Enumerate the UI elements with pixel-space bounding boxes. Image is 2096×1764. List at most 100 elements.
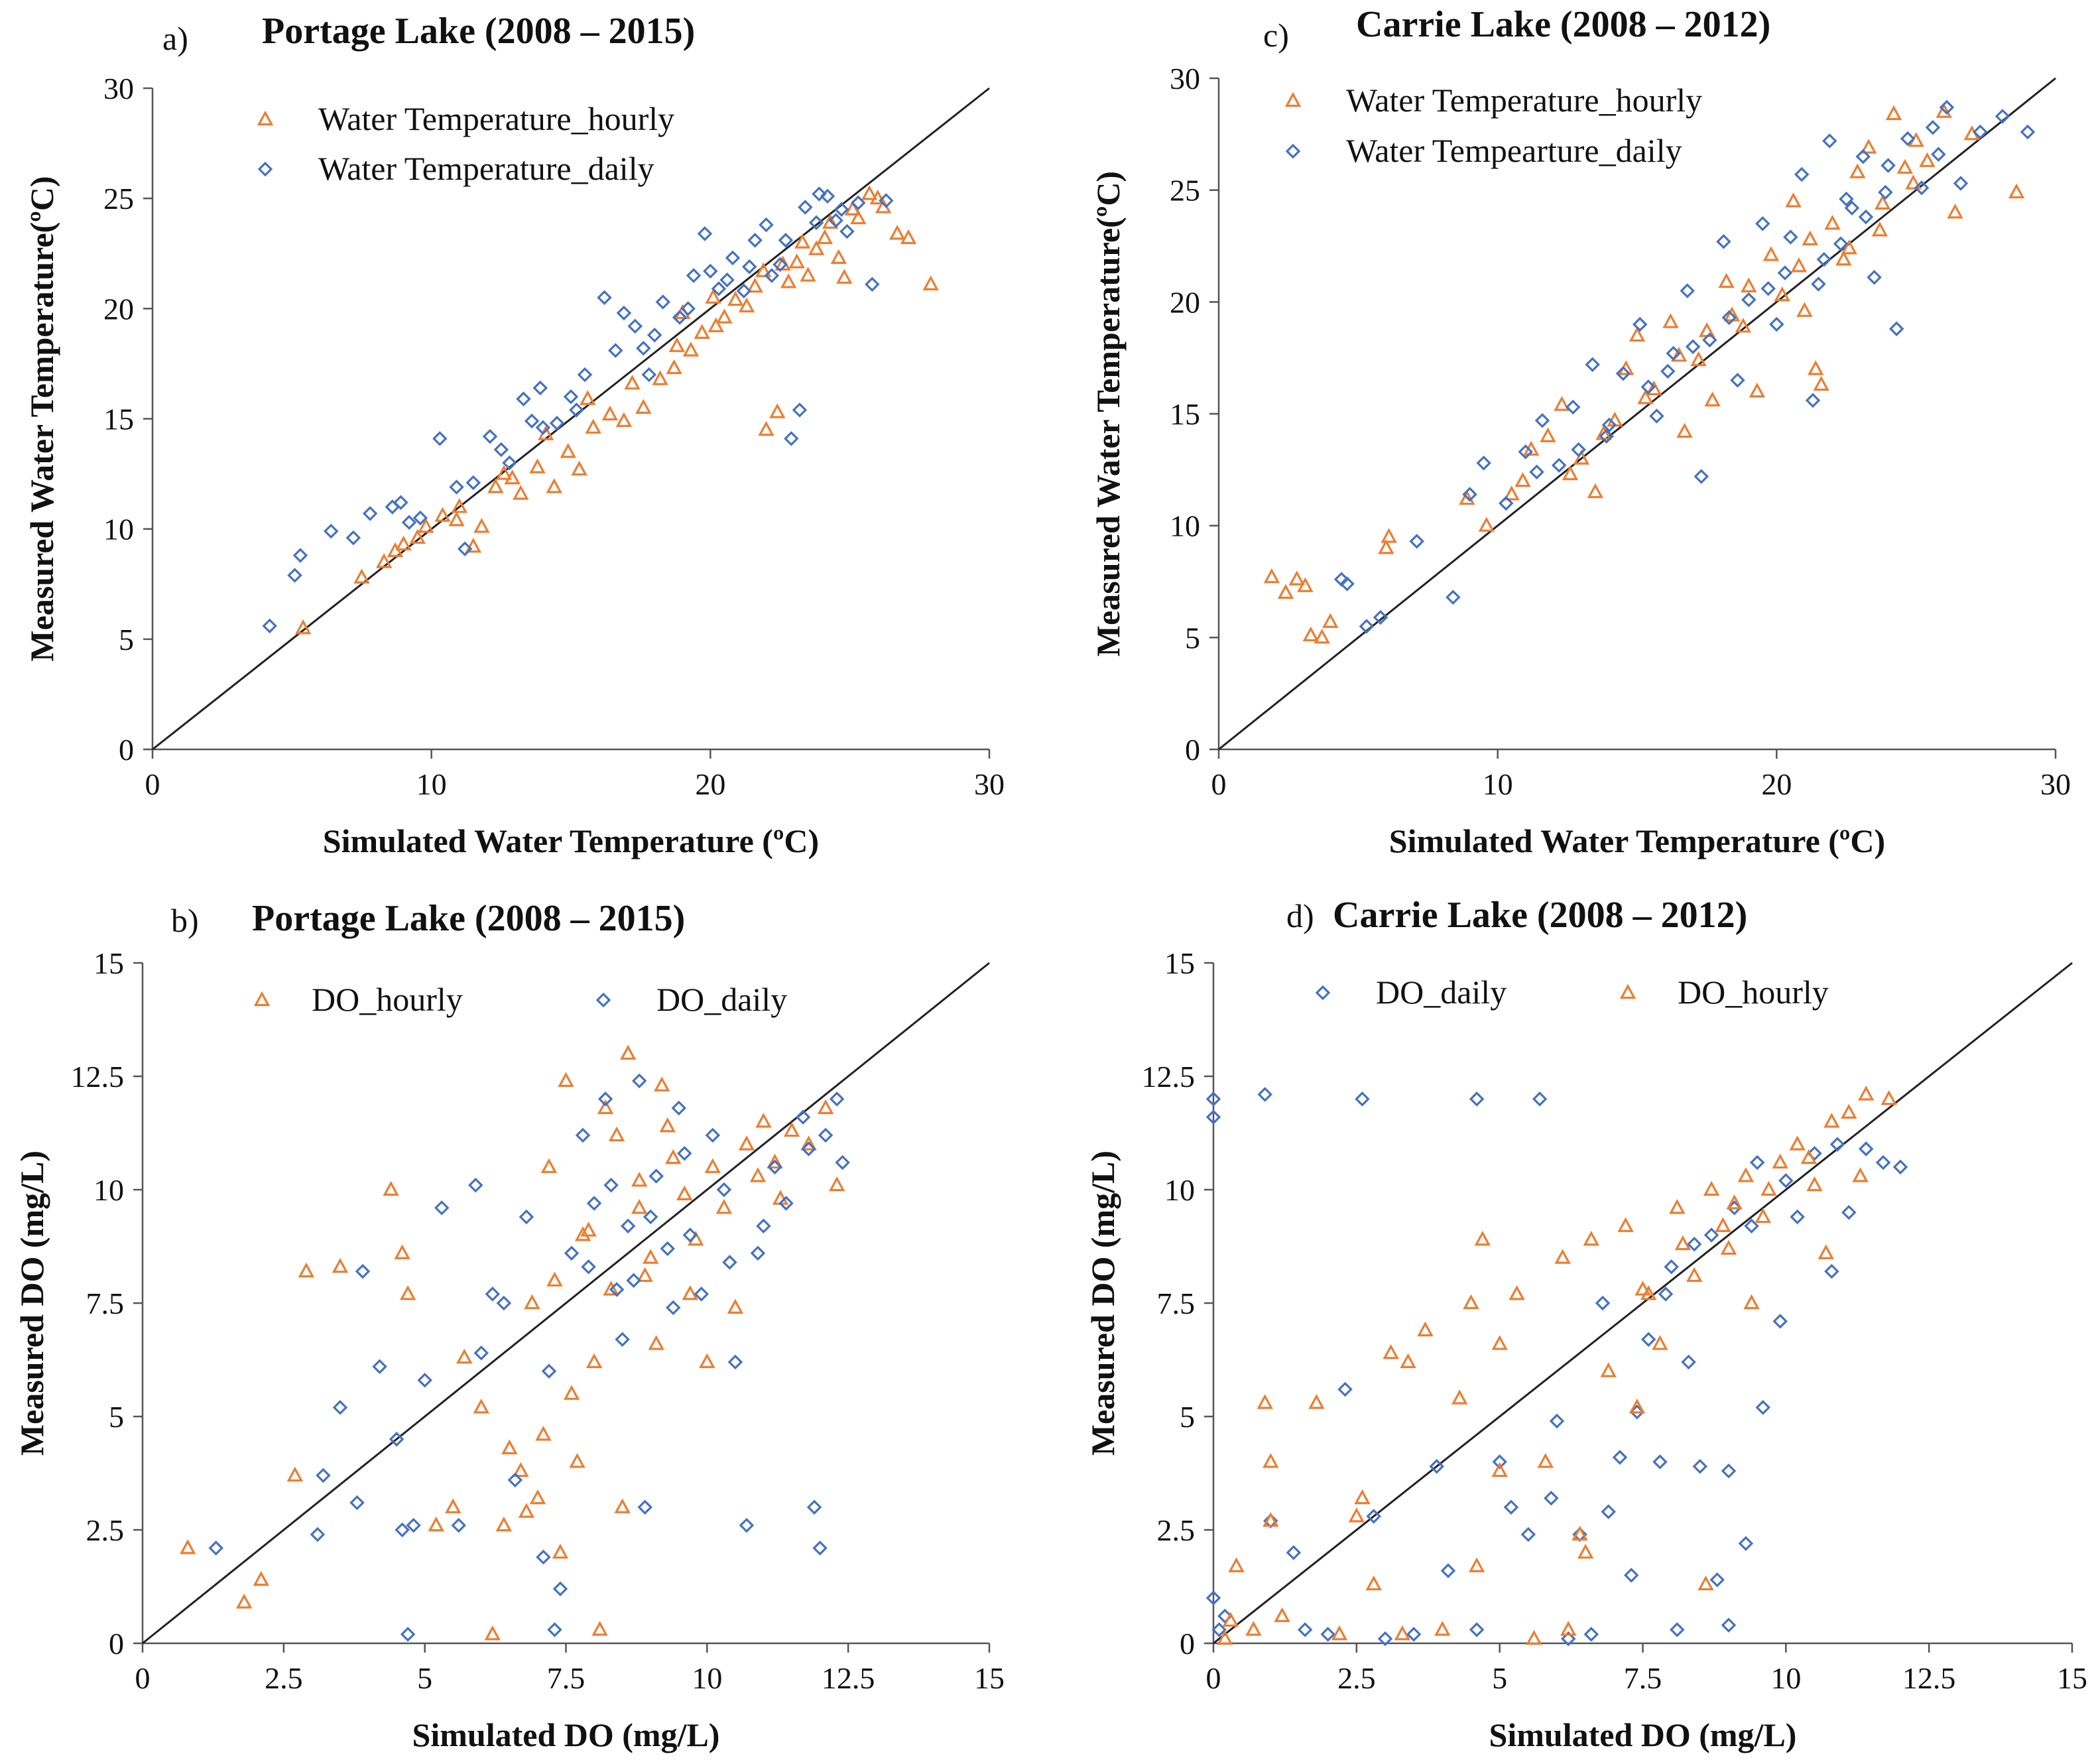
data-point bbox=[1518, 444, 1533, 460]
data-point bbox=[1640, 1332, 1656, 1347]
data-point bbox=[806, 1499, 822, 1515]
data-point bbox=[518, 1503, 535, 1518]
data-point bbox=[1560, 1621, 1577, 1636]
data-point bbox=[563, 389, 579, 405]
data-point bbox=[1599, 428, 1614, 444]
panel-c: 0 10 20 30 0 5 10 15 20 25 30 Water Temperature_hou… bbox=[1089, 4, 2071, 859]
y-tick-label: 10 bbox=[103, 513, 134, 546]
data-point bbox=[1772, 1153, 1788, 1169]
data-point bbox=[603, 1177, 619, 1193]
data-point bbox=[385, 499, 401, 515]
data-point bbox=[1749, 1155, 1765, 1170]
data-point bbox=[310, 1527, 326, 1543]
data-point bbox=[828, 1176, 845, 1192]
y-tick-label: 0 bbox=[119, 733, 134, 767]
data-point bbox=[493, 442, 509, 458]
data-point bbox=[1878, 184, 1893, 200]
data-point bbox=[1658, 1287, 1674, 1302]
data-point bbox=[869, 189, 886, 205]
data-point bbox=[1554, 396, 1570, 411]
data-point bbox=[287, 568, 302, 583]
data-point bbox=[253, 1570, 269, 1586]
series-Water Temperature_hourly bbox=[1263, 103, 2025, 644]
data-point bbox=[1373, 609, 1388, 625]
data-point bbox=[1947, 204, 1963, 219]
legend-label: Water Tempearture_daily bbox=[1346, 132, 1682, 169]
y-tick-label: 30 bbox=[103, 72, 134, 105]
data-point bbox=[501, 1439, 518, 1454]
legend-marker bbox=[1619, 983, 1636, 999]
data-point bbox=[716, 1182, 732, 1198]
data-point bbox=[1735, 318, 1752, 333]
data-point bbox=[922, 275, 939, 290]
data-point bbox=[1874, 194, 1891, 210]
data-point bbox=[1228, 1557, 1245, 1572]
data-point bbox=[1492, 1454, 1507, 1470]
data-point bbox=[1257, 1394, 1273, 1409]
x-tick-label: 10 bbox=[1770, 1661, 1801, 1695]
x-tick-label: 10 bbox=[1483, 767, 1513, 801]
chart-title: Carrie Lake (2008 – 2012) bbox=[1356, 4, 1770, 45]
legend-marker bbox=[1284, 92, 1302, 107]
data-point bbox=[1551, 458, 1567, 473]
y-tick-label: 12.5 bbox=[1142, 1060, 1196, 1094]
data-point bbox=[597, 1091, 613, 1107]
data-point bbox=[1339, 576, 1355, 592]
data-point bbox=[1690, 351, 1707, 367]
data-point bbox=[1885, 105, 1902, 121]
data-point bbox=[1858, 1086, 1875, 1101]
data-point bbox=[808, 240, 825, 255]
legend-label: Water Temperature_daily bbox=[318, 150, 654, 187]
data-point bbox=[1737, 1167, 1755, 1182]
data-point bbox=[1796, 302, 1813, 317]
data-point bbox=[1561, 1631, 1576, 1647]
data-point bbox=[1322, 613, 1339, 628]
data-point bbox=[552, 1581, 568, 1597]
data-point bbox=[323, 523, 339, 539]
data-point bbox=[383, 1180, 399, 1196]
data-point bbox=[1841, 1103, 1857, 1119]
data-point bbox=[581, 1259, 596, 1275]
data-point bbox=[1716, 233, 1731, 249]
data-point bbox=[529, 458, 546, 473]
data-point bbox=[580, 1222, 597, 1237]
data-point bbox=[833, 202, 849, 218]
y-axis-title: Measured Water Temperature(ºC) bbox=[1089, 171, 1127, 657]
data-point bbox=[795, 1109, 811, 1125]
data-point bbox=[1520, 1527, 1536, 1543]
data-point bbox=[1880, 158, 1896, 173]
data-point bbox=[727, 1354, 743, 1370]
x-tick-label: 2.5 bbox=[1337, 1661, 1376, 1695]
data-point bbox=[1715, 1217, 1731, 1232]
data-point bbox=[665, 1149, 682, 1165]
data-point bbox=[1632, 316, 1648, 332]
data-point bbox=[608, 343, 623, 358]
x-tick-label: 0 bbox=[145, 767, 160, 801]
data-point bbox=[529, 1489, 546, 1505]
data-point bbox=[571, 460, 587, 476]
y-tick-label: 10 bbox=[1164, 1173, 1195, 1207]
data-point bbox=[1808, 360, 1824, 375]
data-point bbox=[1718, 273, 1735, 288]
data-point bbox=[1577, 1543, 1594, 1559]
data-point bbox=[682, 1228, 698, 1243]
data-point bbox=[513, 1462, 529, 1478]
x-tick-label: 0 bbox=[135, 1661, 151, 1695]
data-point bbox=[686, 268, 702, 283]
data-point bbox=[1875, 1155, 1891, 1170]
data-point bbox=[1354, 1489, 1371, 1505]
data-point bbox=[1383, 1344, 1399, 1359]
panel-label: a) bbox=[162, 20, 188, 57]
data-point bbox=[614, 1498, 631, 1513]
data-point bbox=[547, 1622, 562, 1637]
data-point bbox=[794, 233, 811, 249]
data-point bbox=[395, 1522, 410, 1538]
data-point bbox=[558, 1072, 574, 1087]
data-point bbox=[1394, 1625, 1411, 1641]
data-point bbox=[495, 1516, 513, 1532]
x-axis-title: Simulated DO (mg/L) bbox=[1489, 1716, 1797, 1753]
series-DO_daily bbox=[208, 1073, 850, 1642]
data-point bbox=[1973, 124, 1988, 140]
x-tick-label: 5 bbox=[1492, 1661, 1507, 1695]
data-point bbox=[1841, 239, 1857, 255]
